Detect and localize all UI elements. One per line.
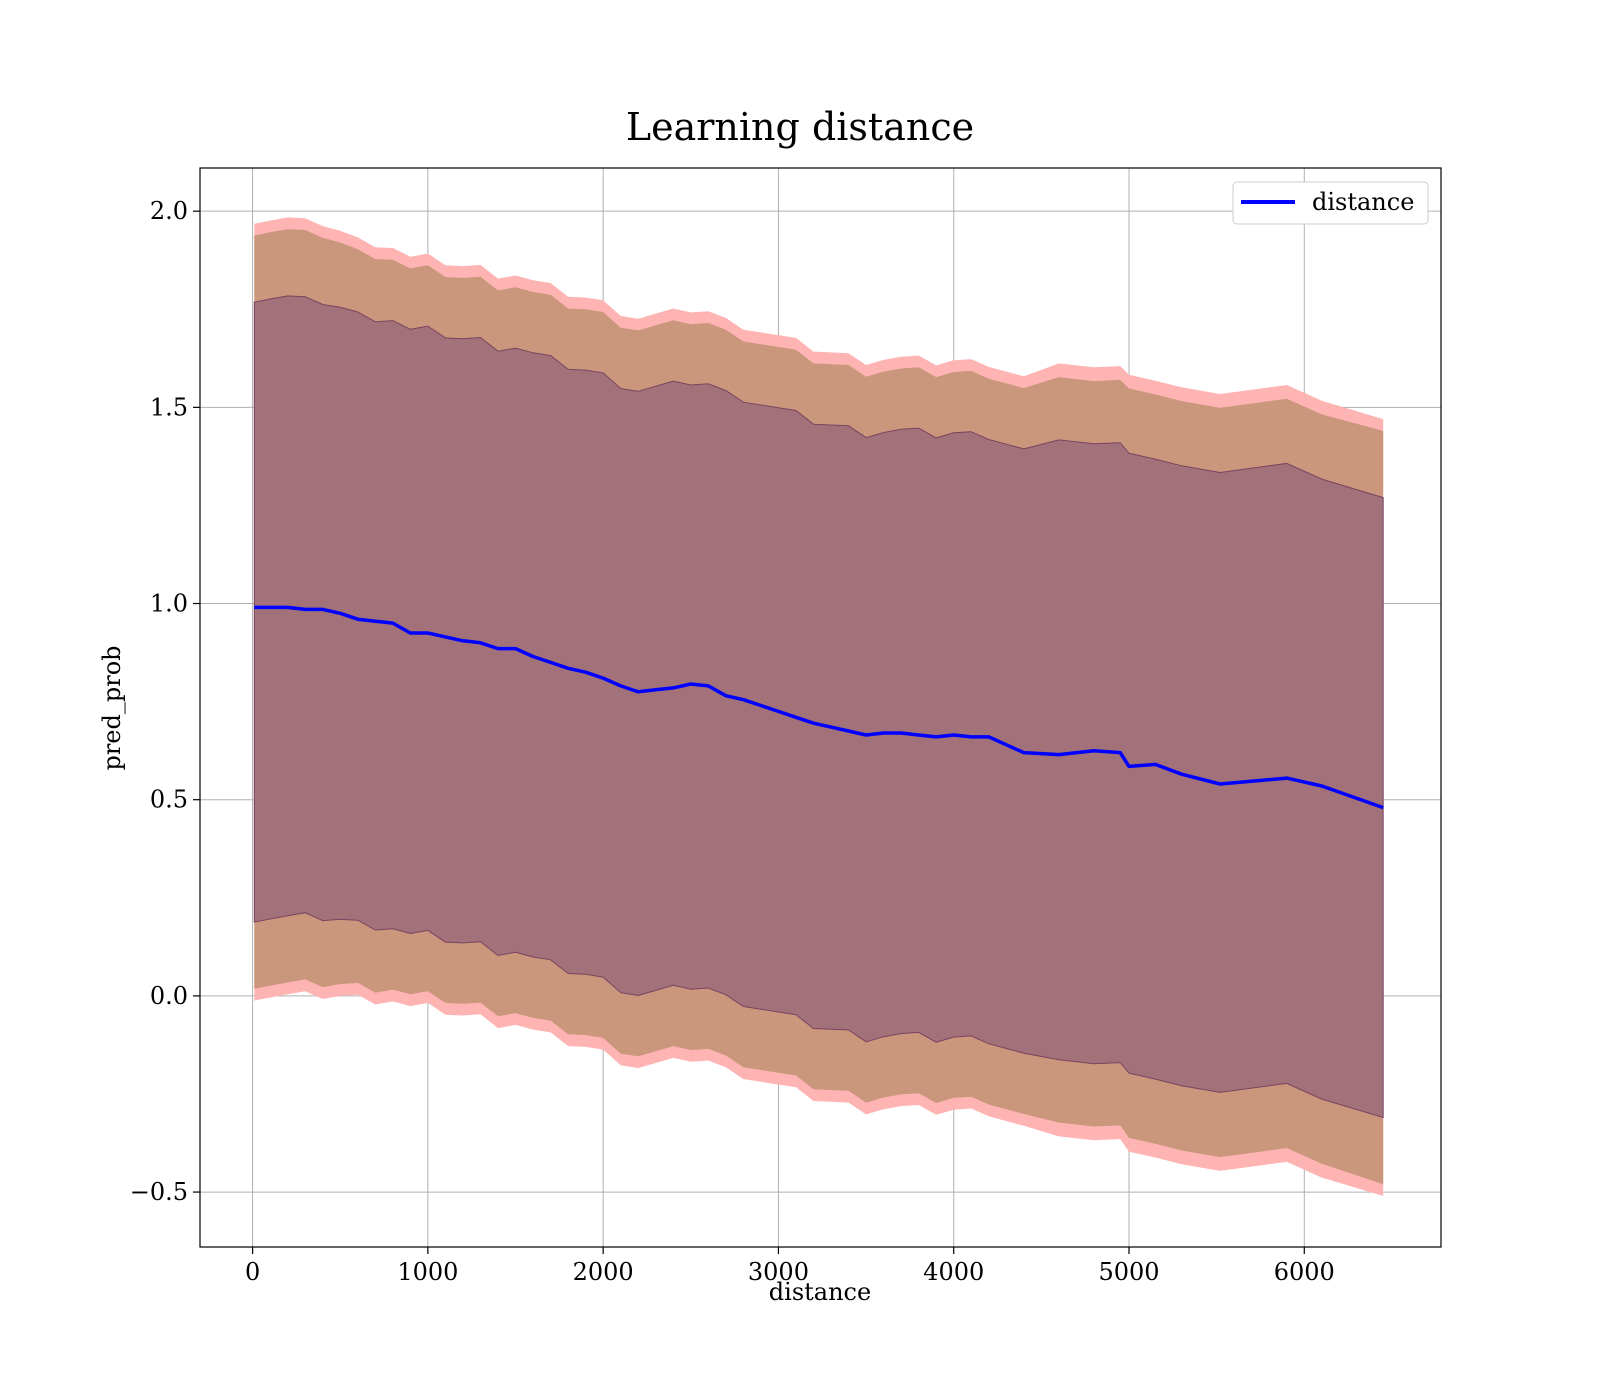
x-tick-label: 3000 <box>748 1258 809 1286</box>
legend: distance <box>1232 181 1429 225</box>
y-tick-label: 1.5 <box>150 393 188 421</box>
plot-area: 0 1000 2000 3000 4000 5000 6000 −0.5 0.0 0.5 1.0 1.… <box>130 167 1442 1286</box>
y-tick-label: 0.5 <box>150 786 188 814</box>
axes-frame <box>199 167 1442 1248</box>
series-line-distance <box>254 605 1384 810</box>
legend-box <box>1232 181 1429 225</box>
x-tick-label: 5000 <box>1098 1258 1159 1286</box>
y-tick-label: 0.0 <box>150 982 188 1010</box>
chart-title: Learning distance <box>626 105 974 149</box>
legend-entry-distance: distance <box>1312 188 1414 216</box>
x-tick-label: 1000 <box>397 1258 458 1286</box>
x-tick-label: 4000 <box>923 1258 984 1286</box>
confidence-band-1sigma <box>253 295 1384 1119</box>
y-axis-label: pred_prob <box>98 645 126 770</box>
x-tick-label: 6000 <box>1274 1258 1335 1286</box>
x-tick-label: 2000 <box>573 1258 634 1286</box>
y-tick-label: 2.0 <box>150 197 188 225</box>
y-tick-label: 1.0 <box>150 590 188 618</box>
x-axis-label: distance <box>769 1278 871 1306</box>
y-tick-label: −0.5 <box>130 1178 188 1206</box>
x-tick-label: 0 <box>245 1258 260 1286</box>
